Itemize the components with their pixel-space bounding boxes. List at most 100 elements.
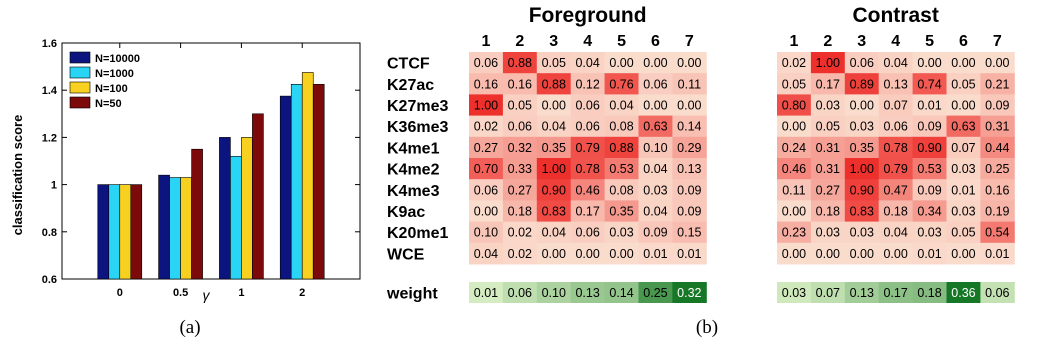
cell-value: 0.90 [850, 183, 874, 197]
heatmap-cell [536, 158, 572, 180]
cell-value: 0.05 [782, 77, 806, 91]
cell-value: 0.05 [508, 99, 532, 113]
heatmap-cell [469, 242, 504, 265]
cell-value: 0.01 [917, 99, 941, 113]
cell-value: 0.01 [643, 247, 667, 261]
weight-cell [912, 282, 947, 303]
heatmap-cell [946, 242, 981, 265]
weight-value: 0.07 [816, 286, 840, 300]
y-tick-label: 1.6 [42, 38, 57, 50]
heatmap-cell [502, 221, 538, 244]
row-label: K4me2 [387, 162, 440, 179]
heatmap-cell [946, 221, 981, 244]
cell-value: 0.06 [883, 120, 907, 134]
heatmap-cell [536, 73, 572, 95]
weight-value: 0.18 [917, 286, 941, 300]
cell-value: 0.70 [474, 162, 498, 176]
bar [169, 177, 181, 280]
heatmap-cell [469, 179, 504, 201]
heatmap-cell [980, 73, 1015, 95]
heatmap-cell [810, 158, 846, 180]
cell-value: 0.03 [816, 226, 840, 240]
heatmap-cell [604, 158, 639, 180]
heatmap-cell [844, 221, 880, 244]
heatmap-cell [570, 73, 606, 95]
heatmap-cell [638, 200, 673, 223]
legend-swatch [69, 66, 91, 79]
bar [191, 148, 203, 280]
cell-value: 0.03 [816, 99, 840, 113]
panel-label-a: (a) [179, 317, 200, 338]
heatmap-cell [536, 115, 572, 138]
heatmap-cell [502, 242, 538, 265]
cell-value: 0.06 [575, 226, 599, 240]
cell-value: 0.63 [951, 120, 975, 134]
cell-value: 0.10 [474, 226, 498, 240]
heatmap-cell [980, 94, 1015, 117]
heatmap-cell [777, 242, 812, 265]
heatmap-cell [672, 94, 707, 117]
cell-value: 0.19 [985, 205, 1009, 219]
heatmap-cell [469, 136, 504, 159]
cell-value: 0.04 [883, 226, 907, 240]
heatmap-cell [912, 242, 947, 265]
heatmap-cell [469, 52, 504, 74]
heatmap-cell [810, 52, 846, 74]
cell-value: 0.08 [609, 183, 633, 197]
cell-value: 0.00 [643, 99, 667, 113]
heatmap-cell [469, 200, 504, 223]
heatmap-cell [878, 200, 914, 223]
cell-value: 0.46 [575, 183, 599, 197]
row-label: K27me3 [387, 98, 448, 115]
x-tick-label: 2 [299, 287, 305, 299]
heatmap-cell [980, 242, 1015, 265]
cell-value: 0.00 [951, 56, 975, 70]
heatmap-cell [672, 242, 707, 265]
heatmap-cell [672, 158, 707, 180]
weight-value: 0.25 [643, 286, 667, 300]
cell-value: 0.24 [782, 141, 806, 155]
y-tick-label: 0.6 [42, 274, 57, 286]
heatmap-cell [946, 158, 981, 180]
weight-value: 0.32 [677, 286, 701, 300]
heatmap-cell [810, 242, 846, 265]
cell-value: 0.03 [609, 226, 633, 240]
legend-entry: N=10000 [95, 53, 140, 65]
cell-value: 0.53 [917, 162, 941, 176]
cell-value: 0.00 [609, 247, 633, 261]
cell-value: 0.79 [883, 162, 907, 176]
column-label: 2 [515, 33, 524, 50]
column-label: 5 [617, 33, 626, 50]
cell-value: 0.00 [643, 56, 667, 70]
heatmap-cell [878, 94, 914, 117]
heatmap-cell [810, 115, 846, 138]
cell-value: 0.18 [816, 205, 840, 219]
heatmap-cell [912, 52, 947, 74]
heatmap-cell [638, 52, 673, 74]
heatmap-cell [912, 94, 947, 117]
weight-value: 0.13 [850, 286, 874, 300]
bar [97, 184, 110, 280]
row-label: K20me1 [387, 225, 448, 242]
cell-value: 0.04 [883, 56, 907, 70]
cell-value: 1.00 [542, 162, 566, 176]
weight-value: 0.17 [883, 286, 907, 300]
heatmap-cell [980, 115, 1015, 138]
x-axis-label: γ [203, 287, 211, 303]
cell-value: 0.03 [951, 162, 975, 176]
heatmap-cell [604, 136, 639, 159]
heatmap-cell [777, 200, 812, 223]
cell-value: 0.54 [985, 226, 1009, 240]
bar [230, 155, 242, 280]
cell-value: 0.35 [850, 141, 874, 155]
heatmap-cell [469, 221, 504, 244]
cell-value: 0.07 [951, 141, 975, 155]
cell-value: 0.06 [474, 56, 498, 70]
heatmap-cell [810, 73, 846, 95]
heatmap-cell [502, 158, 538, 180]
heatmap-cell [980, 200, 1015, 223]
heatmap-cell [777, 94, 812, 117]
cell-value: 0.04 [575, 56, 599, 70]
heatmap-cell [638, 115, 673, 138]
